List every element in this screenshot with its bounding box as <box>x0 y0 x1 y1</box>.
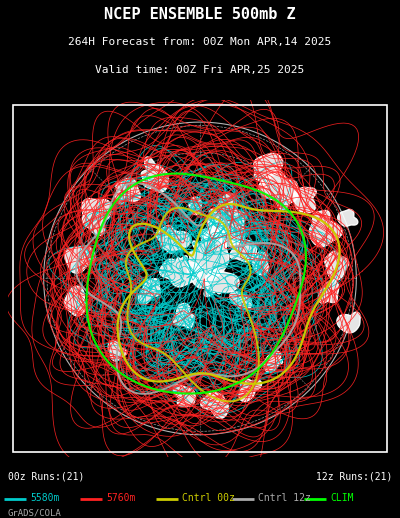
Text: NCEP ENSEMBLE 500mb Z: NCEP ENSEMBLE 500mb Z <box>104 7 296 22</box>
Polygon shape <box>318 281 339 303</box>
Polygon shape <box>201 391 228 419</box>
Polygon shape <box>173 304 194 328</box>
Polygon shape <box>108 341 127 361</box>
Polygon shape <box>138 279 160 305</box>
Text: Cntrl 00z: Cntrl 00z <box>182 494 235 503</box>
Polygon shape <box>258 170 298 210</box>
Text: 00z Runs:(21): 00z Runs:(21) <box>8 472 84 482</box>
Polygon shape <box>325 251 349 280</box>
Text: CLIM: CLIM <box>330 494 354 503</box>
Polygon shape <box>64 286 86 316</box>
Polygon shape <box>204 269 239 296</box>
Polygon shape <box>64 246 95 273</box>
Text: 264H Forecast from: 00Z Mon APR,14 2025: 264H Forecast from: 00Z Mon APR,14 2025 <box>68 37 332 47</box>
Polygon shape <box>337 312 360 333</box>
Polygon shape <box>189 197 201 214</box>
Polygon shape <box>264 351 282 372</box>
Text: Cntrl 12z: Cntrl 12z <box>258 494 311 503</box>
Polygon shape <box>187 229 229 289</box>
Text: Valid time: 00Z Fri APR,25 2025: Valid time: 00Z Fri APR,25 2025 <box>95 65 305 75</box>
Text: 5580m: 5580m <box>30 494 59 503</box>
Polygon shape <box>254 153 283 187</box>
Polygon shape <box>229 237 256 262</box>
Text: 12z Runs:(21): 12z Runs:(21) <box>316 472 392 482</box>
Polygon shape <box>252 252 268 275</box>
Polygon shape <box>294 188 316 213</box>
Polygon shape <box>338 209 358 226</box>
Polygon shape <box>207 194 246 246</box>
Polygon shape <box>160 256 204 287</box>
Text: GrADS/COLA: GrADS/COLA <box>8 509 62 517</box>
Polygon shape <box>239 379 262 401</box>
Text: 5760m: 5760m <box>106 494 135 503</box>
Polygon shape <box>141 157 168 192</box>
Polygon shape <box>230 292 252 309</box>
Polygon shape <box>115 178 140 204</box>
Polygon shape <box>199 220 232 241</box>
Polygon shape <box>173 384 195 407</box>
Polygon shape <box>156 225 191 253</box>
Polygon shape <box>310 210 342 247</box>
Polygon shape <box>82 199 112 235</box>
